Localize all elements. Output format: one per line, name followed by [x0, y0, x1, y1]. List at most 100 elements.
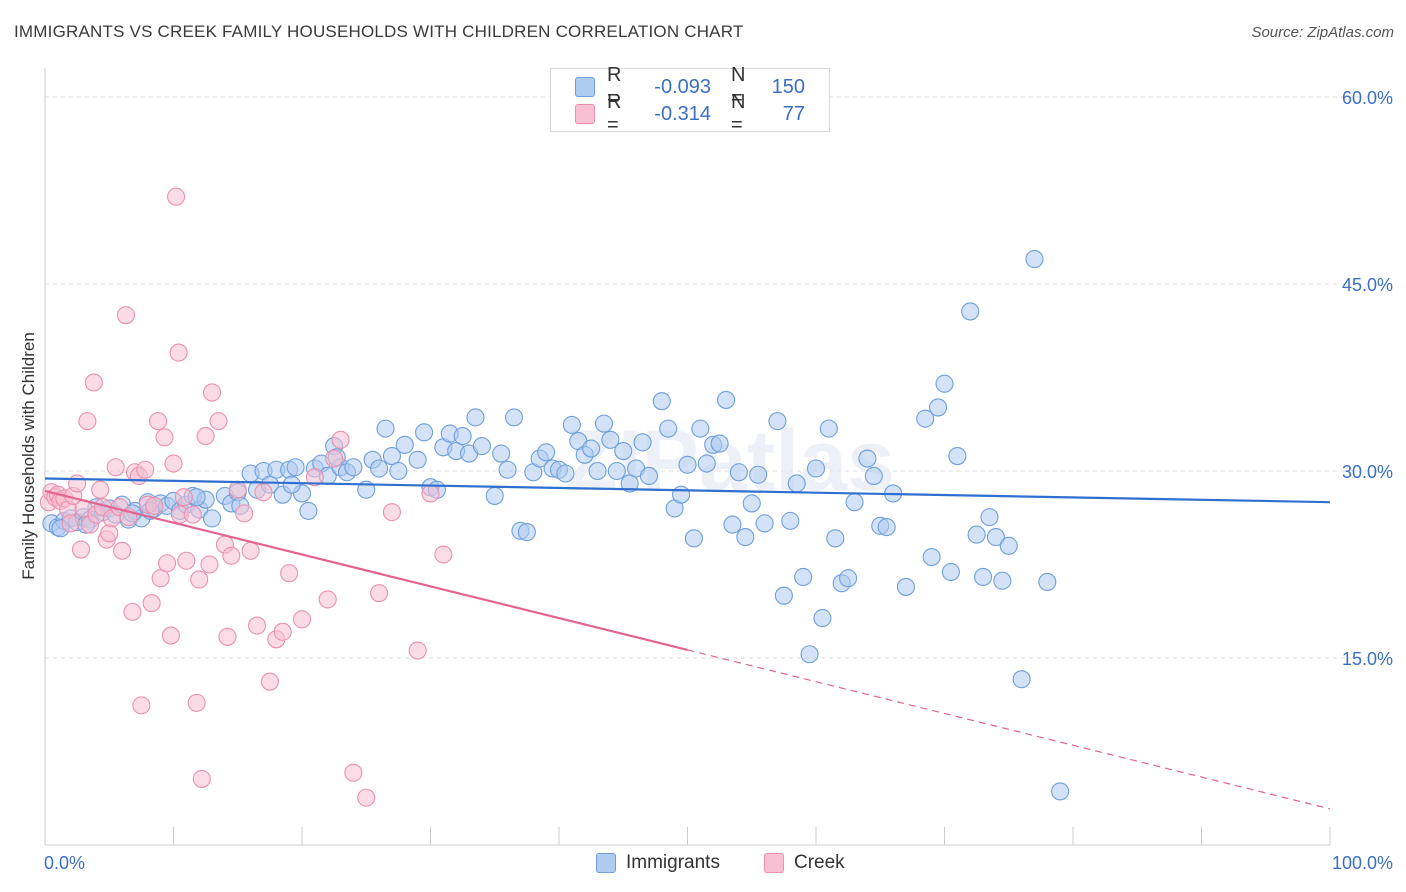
- creek-point: [331, 430, 350, 449]
- r-value: -0.314: [654, 102, 711, 125]
- creek-point: [192, 769, 211, 788]
- creek-point: [132, 696, 151, 715]
- immigrants-point: [742, 494, 761, 513]
- creek-point: [434, 545, 453, 564]
- immigrants-point: [344, 458, 363, 477]
- immigrants-point: [736, 528, 755, 547]
- creek-point: [161, 626, 180, 645]
- legend-row-immigrants: R = -0.093 N = 150: [575, 64, 805, 109]
- y-axis-label: Family Households with Children: [19, 332, 38, 580]
- immigrants-point: [839, 569, 858, 588]
- immigrants-point: [382, 446, 402, 466]
- creek-point: [145, 496, 164, 515]
- immigrants-point: [498, 460, 517, 479]
- immigrants-point: [582, 439, 601, 458]
- immigrants-point: [517, 523, 536, 542]
- immigrants-point: [652, 392, 671, 411]
- creek-point: [84, 373, 103, 392]
- creek-point: [254, 483, 273, 502]
- immigrants-point: [980, 508, 999, 527]
- creek-point: [174, 488, 193, 507]
- creek-point: [61, 514, 80, 533]
- immigrants-point: [282, 475, 301, 494]
- immigrants-point: [537, 443, 556, 462]
- legend-label-immigrants: Immigrants: [626, 852, 720, 873]
- creek-point: [106, 458, 125, 477]
- immigrants-point: [896, 577, 916, 596]
- immigrants-point: [749, 465, 768, 484]
- immigrants-point: [376, 419, 395, 438]
- creek-point: [158, 554, 177, 573]
- creek-point: [241, 541, 260, 560]
- immigrants-point: [389, 461, 408, 481]
- creek-point: [344, 763, 363, 782]
- immigrants-point: [286, 458, 305, 477]
- creek-point: [292, 610, 312, 629]
- immigrants-point: [556, 464, 575, 483]
- immigrants-point: [492, 444, 511, 463]
- series-immigrants: [42, 250, 1070, 801]
- immigrants-point: [678, 455, 697, 474]
- legend-item-creek[interactable]: Creek: [763, 852, 845, 874]
- source-label: Source: ZipAtlas.com: [1251, 24, 1394, 41]
- creek-point: [305, 468, 324, 487]
- legend-label-creek: Creek: [793, 852, 845, 873]
- immigrants-point: [370, 459, 389, 478]
- x-tick-label: 100.0%: [1332, 853, 1393, 873]
- immigrants-point: [787, 474, 806, 493]
- n-value: 150: [771, 75, 805, 98]
- immigrants-point: [941, 562, 960, 582]
- immigrants-point: [768, 412, 787, 431]
- creek-point: [235, 504, 254, 523]
- x-tick-label: 0.0%: [44, 853, 85, 873]
- y-tick-label: 30.0%: [1342, 462, 1393, 482]
- immigrants-point: [594, 414, 614, 433]
- creek-point: [203, 383, 222, 402]
- immigrants-point: [877, 518, 896, 537]
- immigrants-point: [633, 433, 652, 452]
- creek-point: [123, 602, 142, 621]
- creek-point: [370, 584, 389, 603]
- creek-point: [325, 449, 344, 468]
- immigrants-point: [562, 415, 581, 434]
- series-creek: [39, 187, 453, 807]
- watermark: ZIPatlas: [565, 413, 895, 509]
- y-tick-label: 15.0%: [1342, 649, 1393, 669]
- r-label: R =: [607, 64, 622, 109]
- creek-swatch: [763, 853, 784, 873]
- creek-trend-line-extension: [687, 649, 1331, 810]
- creek-point: [183, 505, 202, 524]
- series-legend: Immigrants Creek: [596, 852, 889, 874]
- creek-point: [247, 616, 267, 635]
- immigrants-point: [1038, 572, 1057, 592]
- immigrants-point: [845, 493, 864, 512]
- immigrants-trend-line: [44, 477, 1331, 504]
- immigrants-point: [967, 525, 986, 544]
- immigrants-point: [858, 449, 877, 468]
- creek-point: [382, 503, 402, 522]
- immigrants-point: [672, 485, 691, 504]
- immigrants-point: [466, 408, 485, 427]
- immigrants-point: [415, 423, 434, 442]
- immigrants-swatch: [596, 853, 616, 873]
- immigrants-point: [504, 408, 524, 427]
- immigrants-point: [659, 419, 678, 438]
- immigrants-point: [864, 466, 883, 486]
- creek-point: [318, 590, 337, 609]
- creek-point: [136, 460, 155, 479]
- creek-point: [273, 622, 292, 641]
- immigrants-point: [203, 509, 222, 528]
- immigrants-point: [723, 515, 742, 534]
- immigrants-point: [929, 398, 948, 417]
- creek-point: [421, 484, 440, 503]
- creek-point: [68, 474, 87, 493]
- legend-item-immigrants[interactable]: Immigrants: [596, 852, 720, 874]
- creek-point: [280, 564, 299, 583]
- immigrants-point: [961, 302, 980, 321]
- immigrants-swatch: [575, 77, 595, 97]
- immigrants-point: [826, 529, 845, 548]
- immigrants-point: [993, 571, 1012, 590]
- immigrants-point: [729, 463, 748, 482]
- creek-point: [408, 641, 427, 660]
- immigrants-point: [620, 474, 639, 493]
